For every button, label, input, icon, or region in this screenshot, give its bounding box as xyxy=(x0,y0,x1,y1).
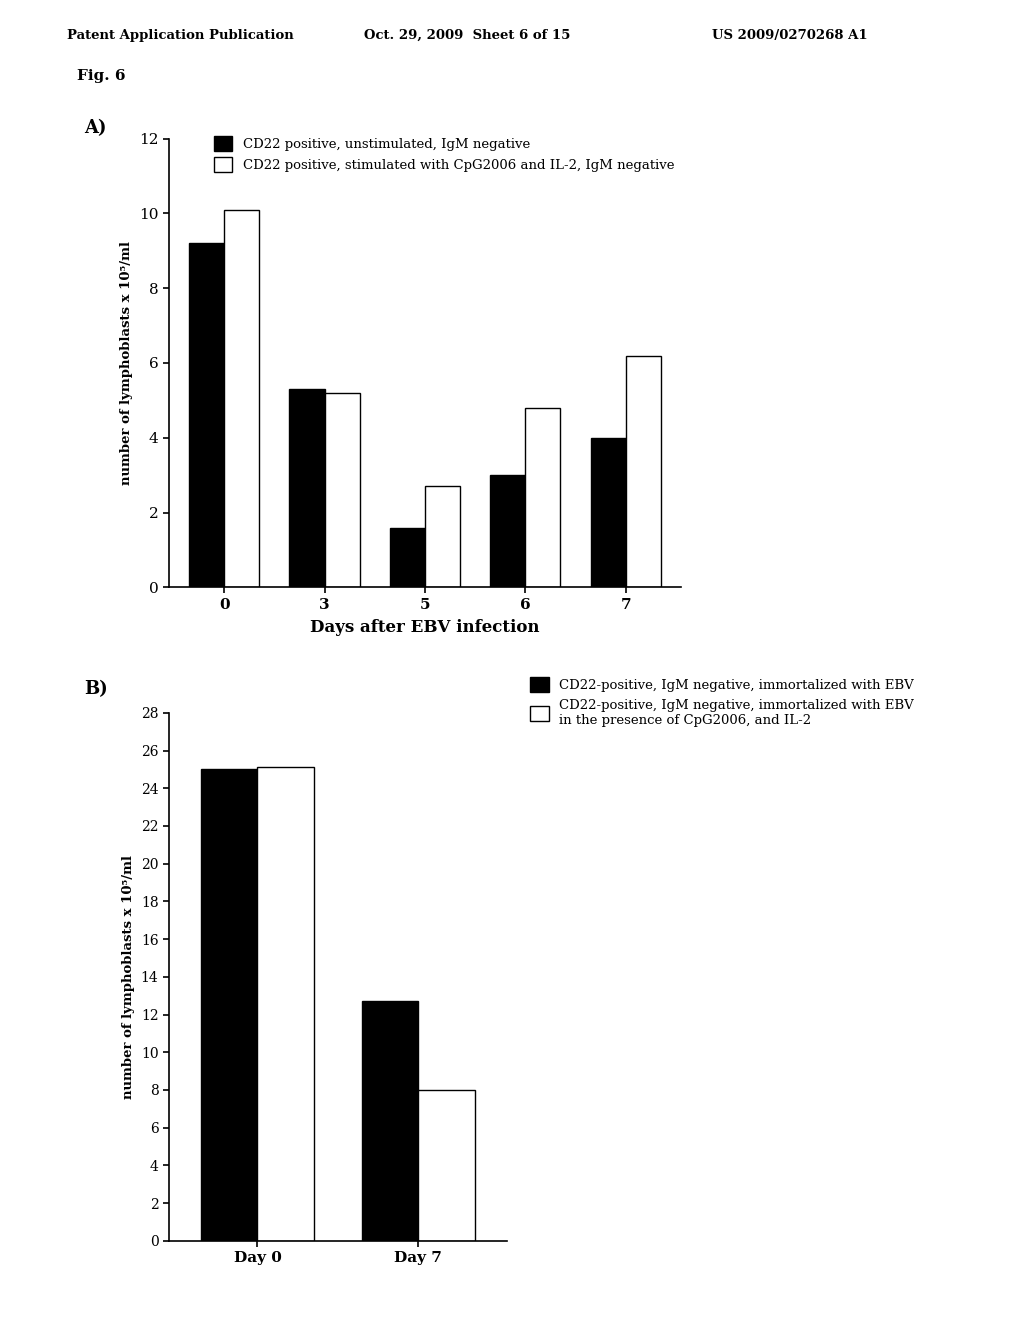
Text: US 2009/0270268 A1: US 2009/0270268 A1 xyxy=(712,29,867,42)
Bar xyxy=(591,438,626,587)
Text: Patent Application Publication: Patent Application Publication xyxy=(67,29,293,42)
Text: Oct. 29, 2009  Sheet 6 of 15: Oct. 29, 2009 Sheet 6 of 15 xyxy=(364,29,570,42)
Legend: CD22-positive, IgM negative, immortalized with EBV, CD22-positive, IgM negative,: CD22-positive, IgM negative, immortalize… xyxy=(530,677,914,727)
Bar xyxy=(325,393,359,587)
Text: Fig. 6: Fig. 6 xyxy=(77,69,125,83)
X-axis label: Days after EBV infection: Days after EBV infection xyxy=(310,619,540,636)
Text: A): A) xyxy=(84,119,106,137)
Bar xyxy=(189,243,224,587)
Bar xyxy=(419,1090,475,1241)
Bar xyxy=(490,475,525,587)
Legend: CD22 positive, unstimulated, IgM negative, CD22 positive, stimulated with CpG200: CD22 positive, unstimulated, IgM negativ… xyxy=(214,136,675,172)
Bar xyxy=(290,389,325,587)
Bar xyxy=(257,767,313,1241)
Bar xyxy=(425,486,460,587)
Bar xyxy=(224,210,259,587)
Y-axis label: number of lymphoblasts x 10⁵/ml: number of lymphoblasts x 10⁵/ml xyxy=(122,855,135,1098)
Bar xyxy=(201,770,257,1241)
Bar xyxy=(390,528,425,587)
Y-axis label: number of lymphoblasts x 10⁵/ml: number of lymphoblasts x 10⁵/ml xyxy=(121,242,133,484)
Bar xyxy=(362,1002,419,1241)
Text: B): B) xyxy=(84,680,108,698)
Bar xyxy=(626,355,660,587)
Bar xyxy=(525,408,560,587)
